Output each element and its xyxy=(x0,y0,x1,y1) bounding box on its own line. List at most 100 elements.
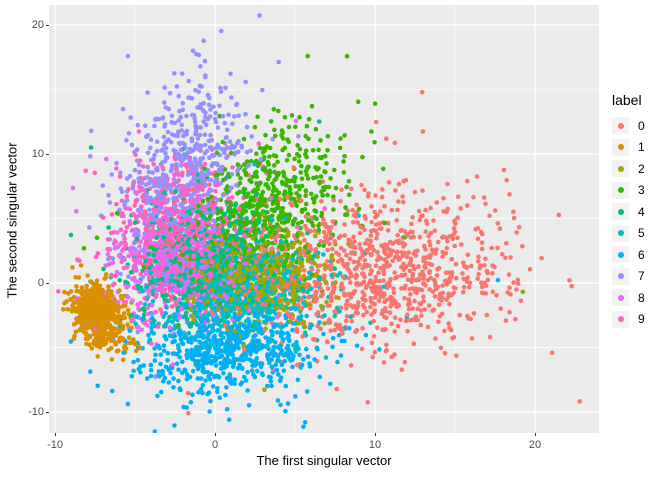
data-point xyxy=(203,73,208,78)
data-point xyxy=(141,306,146,311)
data-point xyxy=(292,156,297,162)
data-point xyxy=(228,360,233,365)
data-point xyxy=(341,291,347,297)
data-point xyxy=(106,347,111,353)
data-point xyxy=(318,138,323,143)
data-point xyxy=(487,334,493,340)
data-point xyxy=(104,156,109,162)
data-point xyxy=(178,233,184,239)
data-point xyxy=(151,161,156,167)
data-point xyxy=(285,401,291,406)
data-point xyxy=(373,193,378,198)
data-point xyxy=(427,287,432,292)
data-point xyxy=(144,134,149,140)
data-point xyxy=(179,163,184,168)
data-point xyxy=(179,370,185,376)
data-point xyxy=(284,234,289,239)
data-point xyxy=(440,254,445,259)
data-point xyxy=(358,246,363,251)
data-point xyxy=(393,254,398,260)
data-point xyxy=(365,399,371,405)
data-point xyxy=(176,378,181,384)
data-point xyxy=(105,246,110,252)
data-point xyxy=(200,383,206,388)
data-point xyxy=(361,271,366,277)
data-point xyxy=(474,174,480,179)
data-point xyxy=(126,131,132,136)
data-point xyxy=(354,343,360,349)
data-point xyxy=(499,252,505,257)
data-point xyxy=(313,246,319,252)
data-point xyxy=(168,370,173,376)
data-point xyxy=(132,167,138,173)
data-point xyxy=(249,134,254,139)
data-point xyxy=(202,324,207,329)
data-point xyxy=(110,282,116,288)
data-point xyxy=(435,239,441,245)
data-point xyxy=(153,116,159,122)
data-point xyxy=(446,291,451,297)
data-point xyxy=(217,395,222,401)
data-point xyxy=(490,289,496,295)
data-point xyxy=(332,327,338,333)
data-point xyxy=(395,207,400,213)
data-point xyxy=(159,181,165,186)
data-point xyxy=(179,71,185,76)
data-point xyxy=(133,198,139,203)
data-point xyxy=(254,174,260,179)
data-point xyxy=(286,355,292,361)
data-point xyxy=(269,383,274,389)
data-point xyxy=(400,194,405,199)
data-point xyxy=(149,329,155,335)
data-point xyxy=(167,315,172,320)
data-point xyxy=(323,279,328,285)
data-point xyxy=(269,328,274,334)
data-point xyxy=(301,319,306,325)
data-point xyxy=(121,220,127,225)
data-point xyxy=(321,331,326,337)
data-point xyxy=(294,259,299,265)
data-point xyxy=(124,225,130,230)
data-point xyxy=(171,181,176,186)
data-point xyxy=(248,328,253,333)
data-point xyxy=(213,346,218,352)
data-point xyxy=(283,408,288,414)
data-point xyxy=(137,170,142,175)
data-point xyxy=(338,353,344,358)
data-point xyxy=(434,200,440,205)
data-point xyxy=(485,277,491,283)
data-point xyxy=(205,196,210,202)
data-point xyxy=(218,353,223,359)
data-point xyxy=(285,195,290,200)
data-point xyxy=(252,319,257,325)
data-point xyxy=(381,166,386,172)
data-point xyxy=(422,307,427,312)
data-point xyxy=(460,271,465,276)
data-point xyxy=(511,209,516,215)
data-point xyxy=(337,309,342,314)
data-point xyxy=(479,246,485,252)
data-point xyxy=(219,331,225,336)
data-point xyxy=(254,368,260,374)
data-point xyxy=(224,155,229,161)
data-point xyxy=(441,196,446,201)
data-point xyxy=(483,283,489,289)
data-point xyxy=(271,353,276,359)
data-point xyxy=(341,170,347,175)
data-point xyxy=(324,161,329,166)
data-point xyxy=(184,113,189,119)
data-point xyxy=(349,273,355,279)
data-point xyxy=(358,224,364,230)
data-point xyxy=(74,209,79,214)
data-point xyxy=(290,364,295,370)
data-point xyxy=(161,378,166,384)
data-point xyxy=(292,174,297,180)
data-point xyxy=(114,161,119,166)
data-point xyxy=(170,351,176,356)
data-point xyxy=(178,147,184,152)
data-point xyxy=(349,319,355,324)
data-point xyxy=(77,327,82,333)
data-point xyxy=(207,409,212,414)
data-point xyxy=(235,172,241,177)
data-point xyxy=(501,167,507,173)
